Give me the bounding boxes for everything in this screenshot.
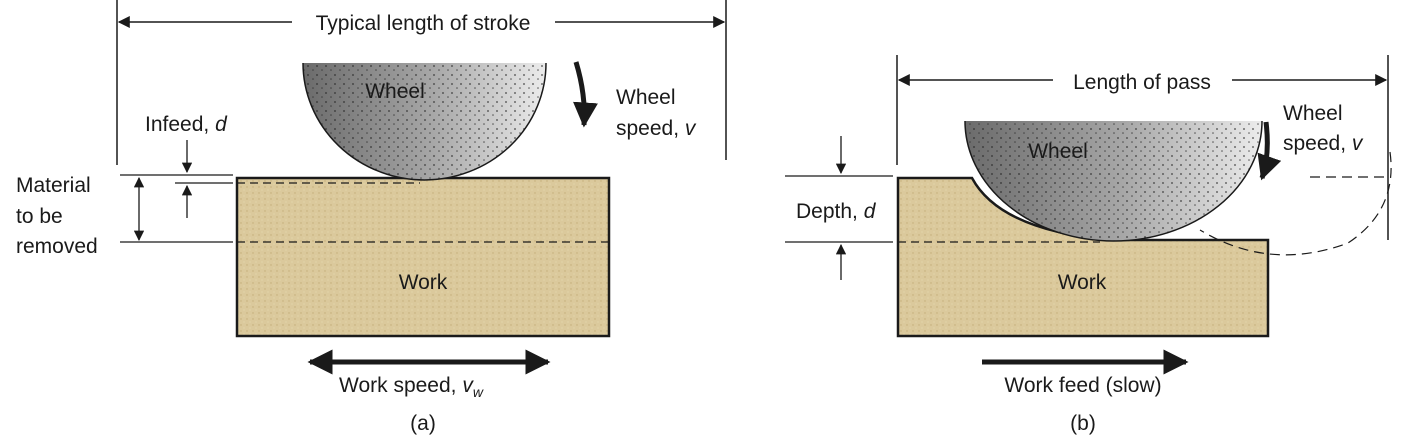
wheel-speed-b-text: speed, — [1283, 132, 1352, 155]
wheel-speed-a-var: v — [685, 117, 697, 140]
depth-label: Depth, d — [796, 200, 877, 223]
caption-a: (a) — [410, 412, 436, 435]
pass-dimension — [896, 55, 1389, 240]
infeed-var: d — [215, 113, 228, 136]
wheel-a-outline — [302, 62, 547, 181]
wheel-label-a: Wheel — [365, 80, 425, 103]
work-piece-b — [896, 176, 1270, 338]
work-speed-sub: w — [473, 384, 484, 400]
depth-dimension — [785, 136, 893, 280]
wheel-speed-b-line1: Wheel — [1283, 102, 1343, 125]
panel-a: Typical length of stroke Work Wheel Whee… — [16, 0, 727, 435]
caption-b: (b) — [1070, 412, 1096, 435]
wheel-label-b: Wheel — [1028, 140, 1088, 163]
pass-label: Length of pass — [1073, 71, 1211, 94]
work-feed-label: Work feed (slow) — [1004, 374, 1161, 397]
wheel-speed-a-line2: speed, v — [616, 117, 697, 140]
work-label-b: Work — [1058, 271, 1107, 294]
work-speed-label: Work speed, vw — [339, 374, 484, 400]
work-speed-text: Work speed, — [339, 374, 462, 397]
wheel-path-arc — [1199, 151, 1392, 256]
material-line2: to be — [16, 205, 63, 228]
wheel-b-grit — [965, 121, 1262, 242]
wheel-speed-b-line2: speed, v — [1283, 132, 1364, 155]
wheel-speed-b-var: v — [1352, 132, 1364, 155]
work-label-a: Work — [399, 271, 448, 294]
infeed-text: Infeed, — [145, 113, 215, 136]
material-line1: Material — [16, 174, 91, 197]
work-speed-var: v — [462, 374, 474, 397]
wheel-rotation-arrow-a — [573, 61, 598, 128]
infeed-dimension — [120, 140, 233, 218]
wheel-speed-a-line1: Wheel — [616, 86, 676, 109]
material-dimension — [120, 176, 233, 243]
work-piece-a — [235, 176, 611, 338]
wheel-speed-a-text: speed, — [616, 117, 685, 140]
wheel-rotation-arrow-b — [1257, 121, 1282, 181]
wheel-a-grit — [303, 63, 546, 180]
depth-var: d — [864, 200, 877, 223]
infeed-label: Infeed, d — [145, 113, 228, 136]
wheel-b-outline — [964, 120, 1263, 242]
stroke-label: Typical length of stroke — [316, 12, 531, 35]
panel-b: Length of pass Work Wheel Wheel speed, v… — [785, 55, 1392, 435]
material-line3: removed — [16, 235, 98, 258]
depth-text: Depth, — [796, 200, 864, 223]
stroke-dimension — [116, 0, 727, 165]
